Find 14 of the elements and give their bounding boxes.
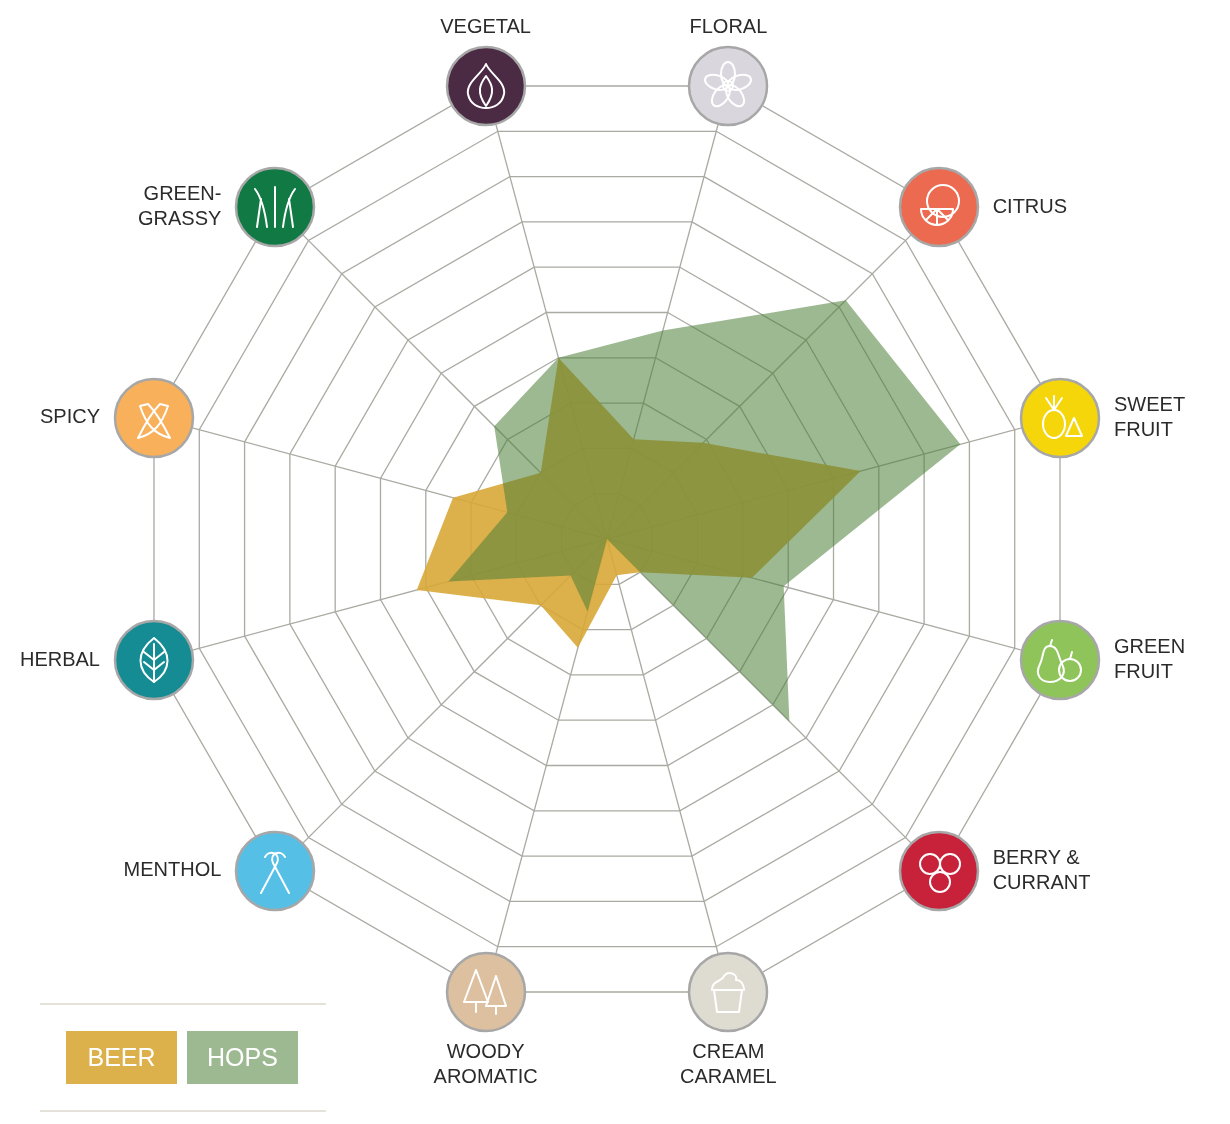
text: HOPS <box>187 1031 298 1084</box>
spoke-label: CREAM CARAMEL <box>680 1039 777 1087</box>
spoke-label: CITRUS <box>992 194 1068 217</box>
spoke-label: FLORAL <box>689 15 768 38</box>
spoke-label: SWEET FRUIT <box>1114 392 1186 440</box>
text: BEER <box>66 1031 177 1084</box>
spoke-label: GREEN FRUIT <box>1114 635 1186 683</box>
spoke-label: WOODY AROMATIC <box>433 1039 538 1087</box>
spoke-label: VEGETAL <box>440 15 531 38</box>
spoke-label: GREEN-GRASSY <box>138 182 222 230</box>
spoke-label: BERRY & CURRANT <box>992 845 1091 893</box>
spoke-label: HERBAL <box>19 647 100 670</box>
spoke-label: MENTHOL <box>123 858 222 881</box>
spoke-label: SPICY <box>39 405 100 428</box>
